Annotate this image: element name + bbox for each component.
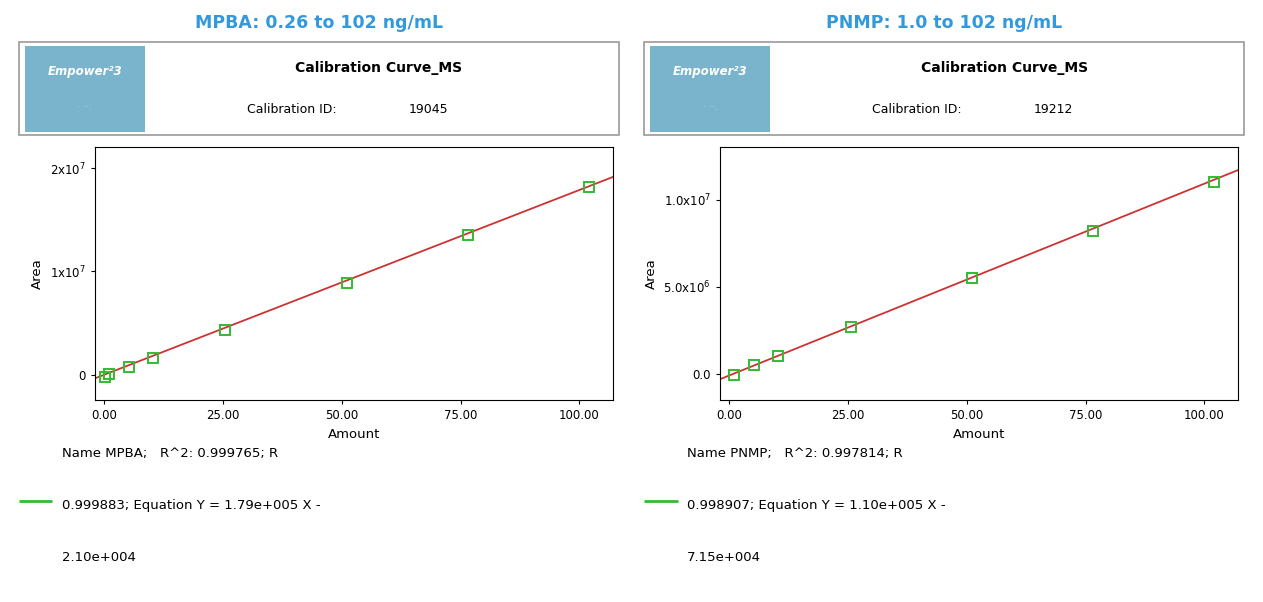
Y-axis label: Area: Area	[32, 258, 44, 290]
Text: 7.15e+004: 7.15e+004	[687, 551, 760, 564]
Text: 19045: 19045	[409, 103, 448, 116]
Text: MPBA: 0.26 to 102 ng/mL: MPBA: 0.26 to 102 ng/mL	[195, 14, 443, 31]
X-axis label: Amount: Amount	[952, 428, 1005, 441]
Text: Calibration Curve_MS: Calibration Curve_MS	[921, 61, 1087, 75]
Text: PNMP: 1.0 to 102 ng/mL: PNMP: 1.0 to 102 ng/mL	[826, 14, 1062, 31]
Text: 19212: 19212	[1034, 103, 1074, 116]
X-axis label: Amount: Amount	[327, 428, 380, 441]
Text: Empower²3: Empower²3	[48, 66, 123, 78]
Text: Calibration ID:: Calibration ID:	[246, 103, 336, 116]
Text: Calibration Curve_MS: Calibration Curve_MS	[296, 61, 462, 75]
Y-axis label: Area: Area	[645, 258, 658, 290]
Text: Empower²3: Empower²3	[673, 66, 748, 78]
Text: Calibration ID:: Calibration ID:	[871, 103, 961, 116]
Text: · ··.: · ··.	[77, 102, 92, 113]
Text: 0.999883; Equation Y = 1.79e+005 X -: 0.999883; Equation Y = 1.79e+005 X -	[62, 499, 321, 512]
Text: Name PNMP;   R^2: 0.997814; R: Name PNMP; R^2: 0.997814; R	[687, 447, 903, 460]
Text: 0.998907; Equation Y = 1.10e+005 X -: 0.998907; Equation Y = 1.10e+005 X -	[687, 499, 946, 512]
Bar	[650, 46, 770, 132]
Text: 2.10e+004: 2.10e+004	[62, 551, 135, 564]
Bar	[25, 46, 145, 132]
Text: · ··.: · ··.	[702, 102, 717, 113]
Text: Name MPBA;   R^2: 0.999765; R: Name MPBA; R^2: 0.999765; R	[62, 447, 278, 460]
